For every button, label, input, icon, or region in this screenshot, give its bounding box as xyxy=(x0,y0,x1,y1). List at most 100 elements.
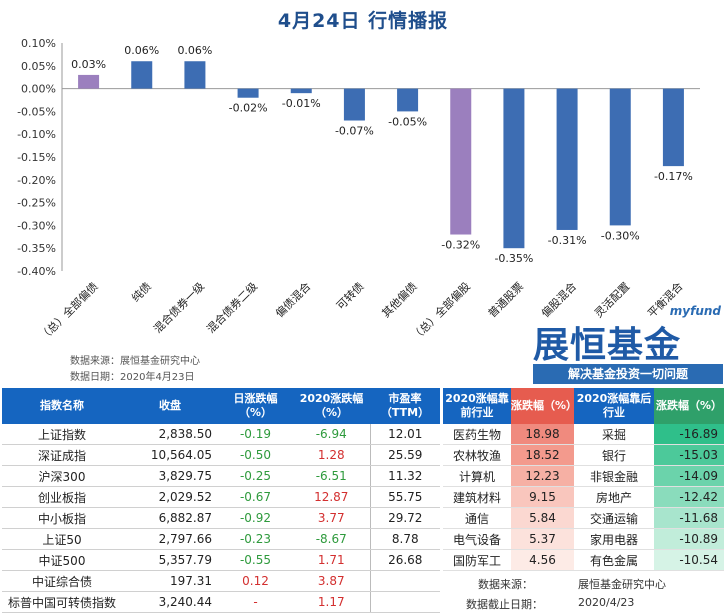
top-sector-name: 计算机 xyxy=(443,465,511,487)
top-sector-change: 5.37 xyxy=(511,528,574,550)
bottom-sector-change: -14.09 xyxy=(654,465,724,487)
index-day-change: -0.19 xyxy=(218,424,293,445)
index-pe xyxy=(369,591,440,613)
bar xyxy=(237,88,259,98)
bottom-sector-change: -16.89 xyxy=(654,424,724,445)
index-day-change: -0.67 xyxy=(218,486,293,508)
data-label: -0.05% xyxy=(388,115,427,128)
data-label: -0.30% xyxy=(601,229,640,242)
table-cutoff-value: 2020/4/23 xyxy=(578,596,635,609)
page-title: 4月24日 行情播报 xyxy=(277,10,449,32)
bottom-sector-change: -12.42 xyxy=(654,486,724,508)
index-close: 2,838.50 xyxy=(122,424,218,445)
table-row: 中证综合债 197.31 0.12 3.87 xyxy=(2,570,440,592)
y-tick-label: -0.30% xyxy=(17,219,56,232)
top-sector-change: 18.98 xyxy=(511,424,574,445)
table-row: 通信 5.84 交通运输 -11.68 xyxy=(443,507,724,529)
y-tick-label: 0.00% xyxy=(21,83,56,96)
table-row: 深证成指 10,564.05 -0.50 1.28 25.59 xyxy=(2,444,440,466)
index-close: 2,797.66 xyxy=(122,528,218,550)
index-day-change: -0.55 xyxy=(218,549,293,571)
bar xyxy=(503,88,525,249)
header-bottom-change: 涨跌幅（%） xyxy=(654,388,724,424)
table-row: 上证指数 2,838.50 -0.19 -6.94 12.01 xyxy=(2,424,440,445)
top-sector-name: 农林牧渔 xyxy=(443,444,511,466)
table-row: 沪深300 3,829.75 -0.25 -6.51 11.32 xyxy=(2,465,440,487)
index-name: 上证50 xyxy=(2,528,122,550)
index-name: 创业板指 xyxy=(2,486,122,508)
bar-chart: 0.10% 0.05% 0.00% -0.05% -0.10% -0.15% -0.20% -… xyxy=(17,37,700,344)
data-label: 0.03% xyxy=(71,58,106,71)
bottom-sector-name: 有色金属 xyxy=(574,549,654,571)
data-label: -0.31% xyxy=(548,234,587,247)
table-row: 医药生物 18.98 采掘 -16.89 xyxy=(443,424,724,445)
bar xyxy=(397,88,419,112)
table-row: 中小板指 6,882.87 -0.92 3.77 29.72 xyxy=(2,507,440,529)
bottom-sector-name: 银行 xyxy=(574,444,654,466)
top-sector-name: 建筑材料 xyxy=(443,486,511,508)
data-label: -0.35% xyxy=(494,252,533,265)
x-tick-label: （总）全部偏债 xyxy=(36,279,100,343)
index-close: 3,240.44 xyxy=(122,591,218,613)
bar xyxy=(131,61,153,89)
header-top-sector: 2020涨幅靠前行业 xyxy=(443,388,511,424)
bar xyxy=(78,74,100,89)
top-sector-change: 18.52 xyxy=(511,444,574,466)
top-sector-name: 电气设备 xyxy=(443,528,511,550)
bar xyxy=(556,88,578,230)
header-day-change: 日涨跌幅（%） xyxy=(218,388,293,424)
table-row: 农林牧渔 18.52 银行 -15.03 xyxy=(443,444,724,466)
bottom-sector-change: -15.03 xyxy=(654,444,724,466)
bottom-sector-name: 家用电器 xyxy=(574,528,654,550)
table-row: 中证500 5,357.79 -0.55 1.71 26.68 xyxy=(2,549,440,571)
data-label: 0.06% xyxy=(124,44,159,57)
index-day-change: -0.50 xyxy=(218,444,293,466)
index-pe: 8.78 xyxy=(369,528,440,550)
index-name: 深证成指 xyxy=(2,444,122,466)
index-name: 中证500 xyxy=(2,549,122,571)
table-row: 建筑材料 9.15 房地产 -12.42 xyxy=(443,486,724,508)
logo-en: myfund xyxy=(669,304,721,318)
chart-source: 数据来源：展恒基金研究中心 xyxy=(70,356,200,367)
data-label: -0.02% xyxy=(229,102,268,115)
index-close: 3,829.75 xyxy=(122,465,218,487)
index-name: 上证指数 xyxy=(2,424,122,445)
index-pe: 29.72 xyxy=(369,507,440,529)
header-pe: 市盈率（TTM） xyxy=(370,388,440,424)
index-ytd-change: 3.87 xyxy=(293,570,370,592)
index-name: 中证综合债 xyxy=(2,570,122,592)
bar xyxy=(662,88,684,167)
y-tick-label: -0.25% xyxy=(17,197,56,210)
chart-date: 数据日期：2020年4月23日 xyxy=(70,372,195,383)
index-name: 标普中国可转债指数 xyxy=(2,591,122,613)
index-pe xyxy=(369,570,440,592)
index-close: 10,564.05 xyxy=(122,444,218,466)
index-ytd-change: -6.94 xyxy=(293,424,370,445)
table-source-label: 数据来源： xyxy=(478,578,533,591)
bottom-sector-change: -10.89 xyxy=(654,528,724,550)
index-close: 6,882.87 xyxy=(122,507,218,529)
data-label: 0.06% xyxy=(177,44,212,57)
x-tick-label: 偏债混合 xyxy=(272,279,313,320)
x-tick-label: 其他偏债 xyxy=(379,279,420,320)
y-tick-label: -0.15% xyxy=(17,151,56,164)
index-day-change: -0.25 xyxy=(218,465,293,487)
x-tick-label: 可转债 xyxy=(333,279,366,312)
top-sector-name: 通信 xyxy=(443,507,511,529)
top-sector-change: 4.56 xyxy=(511,549,574,571)
table-row: 标普中国可转债指数 3,240.44-1.17 xyxy=(2,591,440,613)
index-pe: 25.59 xyxy=(369,444,440,466)
table-row: 创业板指 2,029.52 -0.67 12.87 55.75 xyxy=(2,486,440,508)
top-sector-change: 12.23 xyxy=(511,465,574,487)
bottom-sector-name: 房地产 xyxy=(574,486,654,508)
bottom-sector-name: 交通运输 xyxy=(574,507,654,529)
bottom-sector-change: -10.54 xyxy=(654,549,724,571)
index-ytd-change: 3.77 xyxy=(293,507,370,529)
y-tick-label: 0.10% xyxy=(21,37,56,50)
table-source-value: 展恒基金研究中心 xyxy=(578,578,666,591)
data-label: -0.32% xyxy=(441,239,480,252)
data-label: -0.17% xyxy=(654,170,693,183)
data-label: -0.07% xyxy=(335,125,374,138)
top-sector-change: 9.15 xyxy=(511,486,574,508)
bottom-sector-change: -11.68 xyxy=(654,507,724,529)
